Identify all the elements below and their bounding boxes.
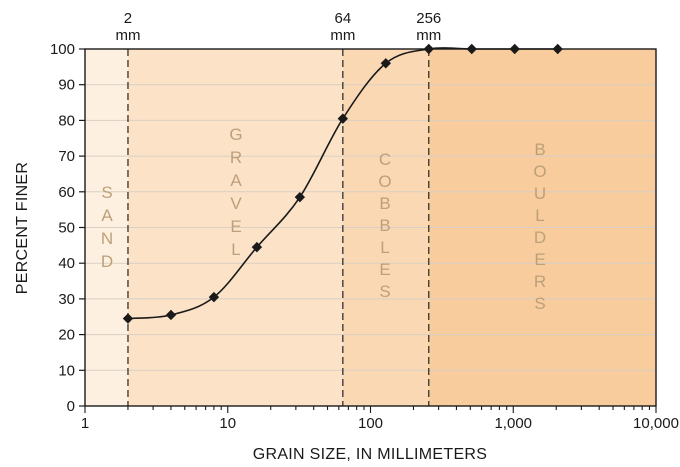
x-tick-label: 10,000 bbox=[633, 415, 679, 432]
boundary-label: mm bbox=[330, 27, 355, 44]
y-tick-label: 0 bbox=[67, 398, 75, 415]
zone-letter: R bbox=[534, 272, 546, 291]
y-tick-label: 50 bbox=[58, 220, 75, 237]
zone-letter: O bbox=[533, 162, 546, 181]
data-point bbox=[251, 241, 263, 253]
data-point bbox=[165, 309, 177, 321]
zone-letter: A bbox=[230, 171, 242, 190]
boundary-label: 2 bbox=[124, 10, 132, 27]
zone-letter: G bbox=[229, 125, 242, 144]
zone-letter: S bbox=[534, 294, 545, 313]
zone-letter: C bbox=[379, 150, 391, 169]
zone-letter: A bbox=[101, 206, 113, 225]
y-tick-label: 10 bbox=[58, 362, 75, 379]
y-tick-label: 20 bbox=[58, 327, 75, 344]
boundary-label: mm bbox=[115, 27, 140, 44]
zone-letter: S bbox=[101, 183, 112, 202]
zone-letter: B bbox=[379, 194, 390, 213]
zone-letter: S bbox=[379, 282, 390, 301]
x-tick-label: 1,000 bbox=[494, 415, 532, 432]
zone-letter: V bbox=[230, 194, 242, 213]
data-point bbox=[122, 313, 134, 324]
zone-letter: E bbox=[534, 250, 545, 269]
zone-letter: D bbox=[534, 228, 546, 247]
y-tick-label: 100 bbox=[50, 41, 75, 58]
boundary-label: mm bbox=[416, 27, 441, 44]
boundary-label: 256 bbox=[416, 10, 441, 27]
zone-letter: O bbox=[378, 172, 391, 191]
boundary-label: 64 bbox=[334, 10, 351, 27]
y-tick-label: 40 bbox=[58, 255, 75, 272]
data-point bbox=[337, 113, 349, 124]
zone-letter: U bbox=[534, 184, 546, 203]
zone-letter: D bbox=[101, 252, 113, 271]
data-point bbox=[294, 191, 306, 203]
axes bbox=[79, 48, 657, 413]
zone-letter: B bbox=[534, 140, 545, 159]
zone-letter: L bbox=[535, 206, 544, 225]
y-tick-label: 70 bbox=[58, 148, 75, 165]
zone-letter: E bbox=[230, 217, 241, 236]
x-tick-label: 1 bbox=[81, 415, 89, 432]
y-tick-label: 60 bbox=[58, 184, 75, 201]
zone-letter: L bbox=[380, 238, 389, 257]
zone-letter: R bbox=[230, 148, 242, 167]
zone-letter: N bbox=[101, 229, 113, 248]
x-axis-title: GRAIN SIZE, IN MILLIMETERS bbox=[253, 446, 488, 463]
y-tick-label: 90 bbox=[58, 77, 75, 94]
x-tick-label: 100 bbox=[358, 415, 383, 432]
x-tick-label: 10 bbox=[219, 415, 236, 432]
y-tick-label: 80 bbox=[58, 112, 75, 129]
y-tick-label: 30 bbox=[58, 291, 75, 308]
data-point bbox=[208, 291, 220, 303]
boundary-lines bbox=[127, 49, 430, 406]
zone-letter: E bbox=[379, 260, 390, 279]
zone-letter: L bbox=[231, 240, 240, 259]
zone-letter: B bbox=[379, 216, 390, 235]
y-axis-title: PERCENT FINER bbox=[14, 162, 31, 295]
data-point bbox=[380, 58, 392, 69]
